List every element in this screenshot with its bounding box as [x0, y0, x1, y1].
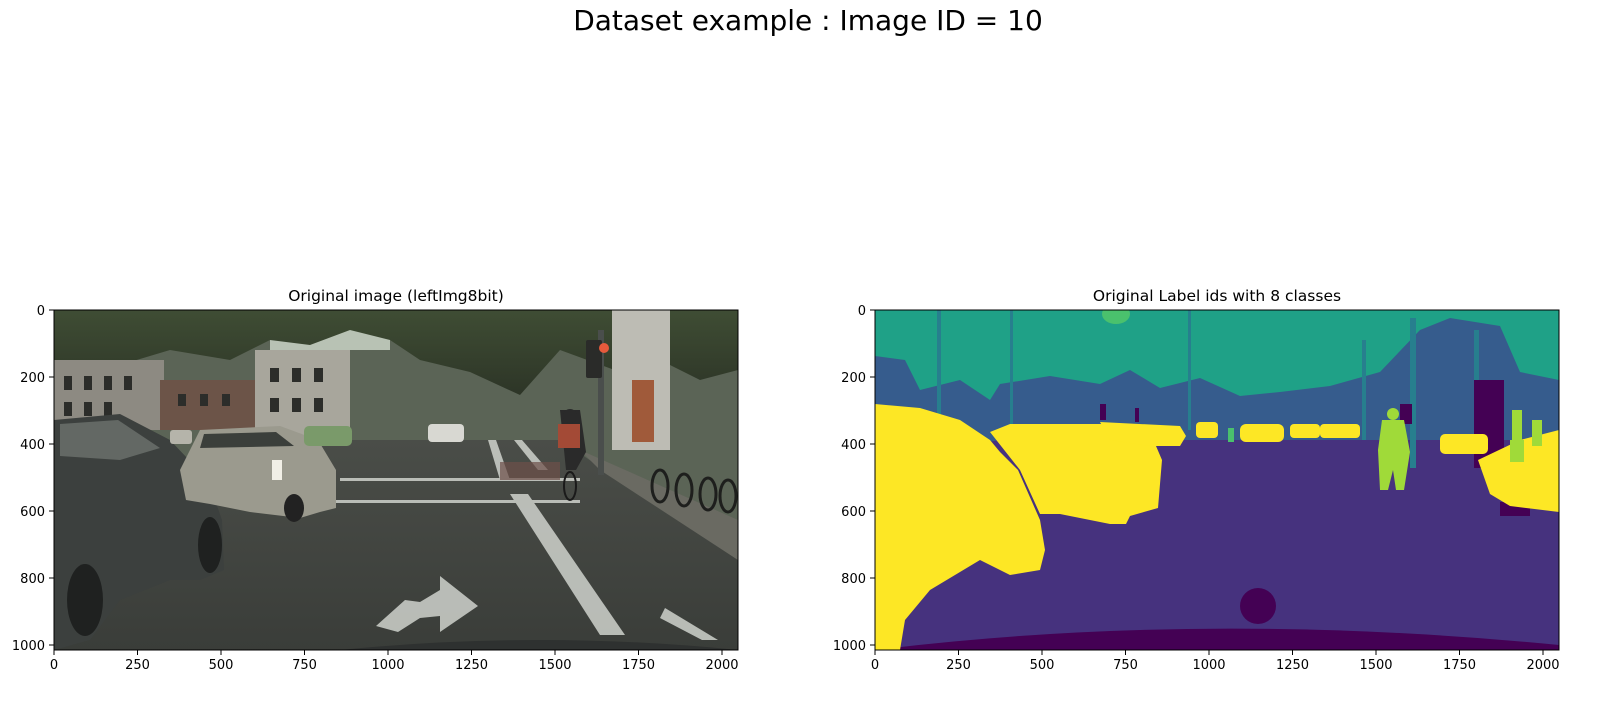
- label-map: [875, 310, 1559, 650]
- left-xtick: 1250: [455, 658, 488, 673]
- right-xtick: 750: [1113, 658, 1138, 673]
- right-ytick: 600: [841, 505, 866, 520]
- right-xtick: 1500: [1359, 658, 1392, 673]
- left-xtick: 750: [292, 658, 317, 673]
- left-axes: 0 250 500 750 1000 1250 1500 1750 2000 0…: [12, 304, 739, 673]
- right-xtick: 1000: [1192, 658, 1225, 673]
- right-ytick: 0: [858, 304, 866, 319]
- left-ytick: 0: [37, 304, 45, 319]
- right-xtick: 1750: [1443, 658, 1476, 673]
- right-ytick: 200: [841, 371, 866, 386]
- right-xtick: 1250: [1276, 658, 1309, 673]
- original-photo: [54, 310, 738, 650]
- right-panel-title: Original Label ids with 8 classes: [1092, 287, 1342, 305]
- left-xtick: 0: [50, 658, 58, 673]
- left-ytick: 600: [20, 505, 45, 520]
- figure-suptitle: Dataset example : Image ID = 10: [573, 4, 1043, 37]
- right-xtick: 0: [871, 658, 879, 673]
- right-xtick: 250: [946, 658, 971, 673]
- left-xtick: 1750: [622, 658, 655, 673]
- right-ytick: 400: [841, 438, 866, 453]
- right-xtick: 500: [1030, 658, 1055, 673]
- left-panel-title: Original image (leftImg8bit): [288, 287, 504, 305]
- left-ytick: 400: [20, 438, 45, 453]
- left-xtick: 2000: [705, 658, 738, 673]
- right-xtick: 2000: [1526, 658, 1559, 673]
- left-ytick: 1000: [12, 639, 45, 654]
- left-xtick: 1500: [538, 658, 571, 673]
- left-xtick: 250: [125, 658, 150, 673]
- right-axes: 0 250 500 750 1000 1250 1500 1750 2000 0…: [833, 304, 1560, 673]
- left-xtick: 500: [209, 658, 234, 673]
- left-ytick: 800: [20, 572, 45, 587]
- right-ytick: 800: [841, 572, 866, 587]
- left-ytick: 200: [20, 371, 45, 386]
- right-ytick: 1000: [833, 639, 866, 654]
- left-xtick: 1000: [371, 658, 404, 673]
